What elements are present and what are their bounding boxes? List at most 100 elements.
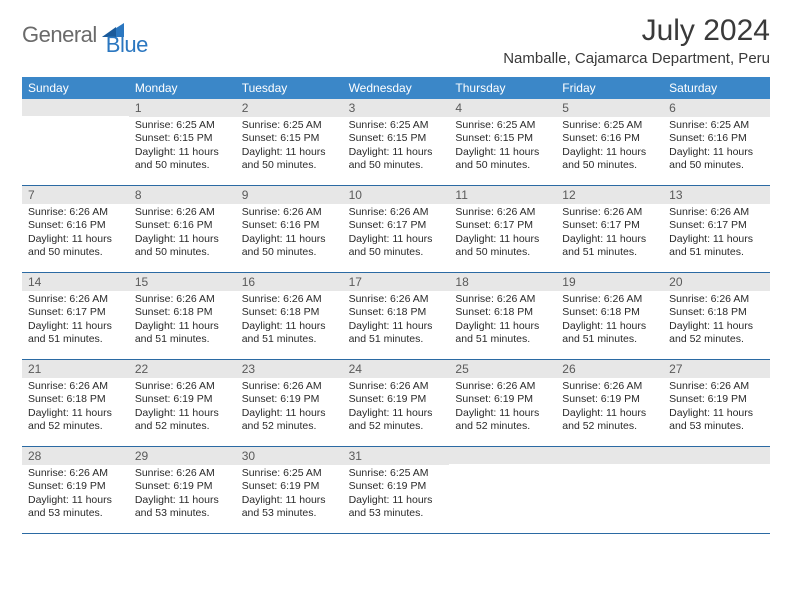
day-number: 24 bbox=[343, 360, 450, 378]
calendar-week-row: 7 Sunrise: 6:26 AMSunset: 6:16 PMDaylight… bbox=[22, 186, 770, 273]
day-details: Sunrise: 6:26 AMSunset: 6:19 PMDaylight:… bbox=[449, 378, 556, 439]
day-number: 11 bbox=[449, 186, 556, 204]
sunset-line: Sunset: 6:19 PM bbox=[455, 393, 550, 406]
day-number: 23 bbox=[236, 360, 343, 378]
day-details: Sunrise: 6:26 AMSunset: 6:18 PMDaylight:… bbox=[663, 291, 770, 352]
calendar-day-cell: 13Sunrise: 6:26 AMSunset: 6:17 PMDayligh… bbox=[663, 186, 770, 272]
calendar: SundayMondayTuesdayWednesdayThursdayFrid… bbox=[22, 77, 770, 534]
sunrise-line: Sunrise: 6:25 AM bbox=[242, 119, 337, 132]
day-number: 28 bbox=[22, 447, 129, 465]
sunrise-line: Sunrise: 6:26 AM bbox=[242, 293, 337, 306]
calendar-day-cell: 7Sunrise: 6:26 AMSunset: 6:16 PMDaylight… bbox=[22, 186, 129, 272]
day-details: Sunrise: 6:26 AMSunset: 6:19 PMDaylight:… bbox=[236, 378, 343, 439]
calendar-day-cell: 10Sunrise: 6:26 AMSunset: 6:17 PMDayligh… bbox=[343, 186, 450, 272]
day-details: Sunrise: 6:26 AMSunset: 6:17 PMDaylight:… bbox=[663, 204, 770, 265]
daylight-line: Daylight: 11 hours and 52 minutes. bbox=[562, 407, 657, 434]
day-details: Sunrise: 6:25 AMSunset: 6:19 PMDaylight:… bbox=[343, 465, 450, 526]
day-number bbox=[22, 99, 129, 116]
calendar-day-cell: 9Sunrise: 6:26 AMSunset: 6:16 PMDaylight… bbox=[236, 186, 343, 272]
calendar-day-cell bbox=[449, 447, 556, 533]
sunset-line: Sunset: 6:16 PM bbox=[669, 132, 764, 145]
day-number: 30 bbox=[236, 447, 343, 465]
calendar-day-cell: 8Sunrise: 6:26 AMSunset: 6:16 PMDaylight… bbox=[129, 186, 236, 272]
sunset-line: Sunset: 6:19 PM bbox=[242, 480, 337, 493]
calendar-day-cell bbox=[22, 99, 129, 185]
daylight-line: Daylight: 11 hours and 53 minutes. bbox=[28, 494, 123, 521]
day-number: 3 bbox=[343, 99, 450, 117]
sunset-line: Sunset: 6:17 PM bbox=[349, 219, 444, 232]
day-details: Sunrise: 6:26 AMSunset: 6:18 PMDaylight:… bbox=[556, 291, 663, 352]
calendar-body: 1Sunrise: 6:25 AMSunset: 6:15 PMDaylight… bbox=[22, 99, 770, 534]
day-details: Sunrise: 6:26 AMSunset: 6:18 PMDaylight:… bbox=[22, 378, 129, 439]
daylight-line: Daylight: 11 hours and 50 minutes. bbox=[562, 146, 657, 173]
day-details: Sunrise: 6:26 AMSunset: 6:16 PMDaylight:… bbox=[236, 204, 343, 265]
day-number: 4 bbox=[449, 99, 556, 117]
day-number: 10 bbox=[343, 186, 450, 204]
weekday-header: Monday bbox=[129, 77, 236, 99]
title-block: July 2024 Namballe, Cajamarca Department… bbox=[503, 14, 770, 67]
calendar-day-cell bbox=[663, 447, 770, 533]
weekday-header-row: SundayMondayTuesdayWednesdayThursdayFrid… bbox=[22, 77, 770, 99]
calendar-day-cell: 11Sunrise: 6:26 AMSunset: 6:17 PMDayligh… bbox=[449, 186, 556, 272]
sunset-line: Sunset: 6:17 PM bbox=[562, 219, 657, 232]
sunrise-line: Sunrise: 6:26 AM bbox=[135, 293, 230, 306]
sunset-line: Sunset: 6:19 PM bbox=[135, 393, 230, 406]
daylight-line: Daylight: 11 hours and 51 minutes. bbox=[242, 320, 337, 347]
calendar-day-cell: 3Sunrise: 6:25 AMSunset: 6:15 PMDaylight… bbox=[343, 99, 450, 185]
calendar-day-cell: 30Sunrise: 6:25 AMSunset: 6:19 PMDayligh… bbox=[236, 447, 343, 533]
sunset-line: Sunset: 6:18 PM bbox=[349, 306, 444, 319]
sunrise-line: Sunrise: 6:25 AM bbox=[349, 119, 444, 132]
sunrise-line: Sunrise: 6:26 AM bbox=[562, 293, 657, 306]
daylight-line: Daylight: 11 hours and 51 minutes. bbox=[669, 233, 764, 260]
day-number bbox=[663, 447, 770, 464]
day-details: Sunrise: 6:25 AMSunset: 6:15 PMDaylight:… bbox=[343, 117, 450, 178]
calendar-day-cell: 26Sunrise: 6:26 AMSunset: 6:19 PMDayligh… bbox=[556, 360, 663, 446]
sunset-line: Sunset: 6:18 PM bbox=[135, 306, 230, 319]
calendar-day-cell: 1Sunrise: 6:25 AMSunset: 6:15 PMDaylight… bbox=[129, 99, 236, 185]
daylight-line: Daylight: 11 hours and 52 minutes. bbox=[455, 407, 550, 434]
daylight-line: Daylight: 11 hours and 51 minutes. bbox=[135, 320, 230, 347]
calendar-day-cell: 5Sunrise: 6:25 AMSunset: 6:16 PMDaylight… bbox=[556, 99, 663, 185]
day-details: Sunrise: 6:26 AMSunset: 6:18 PMDaylight:… bbox=[449, 291, 556, 352]
daylight-line: Daylight: 11 hours and 50 minutes. bbox=[242, 233, 337, 260]
day-number: 13 bbox=[663, 186, 770, 204]
daylight-line: Daylight: 11 hours and 50 minutes. bbox=[28, 233, 123, 260]
sunset-line: Sunset: 6:15 PM bbox=[455, 132, 550, 145]
day-number: 29 bbox=[129, 447, 236, 465]
day-number: 16 bbox=[236, 273, 343, 291]
day-details: Sunrise: 6:25 AMSunset: 6:16 PMDaylight:… bbox=[663, 117, 770, 178]
day-number: 15 bbox=[129, 273, 236, 291]
weekday-header: Friday bbox=[556, 77, 663, 99]
sunrise-line: Sunrise: 6:26 AM bbox=[28, 293, 123, 306]
calendar-day-cell: 28Sunrise: 6:26 AMSunset: 6:19 PMDayligh… bbox=[22, 447, 129, 533]
daylight-line: Daylight: 11 hours and 51 minutes. bbox=[349, 320, 444, 347]
day-number: 31 bbox=[343, 447, 450, 465]
daylight-line: Daylight: 11 hours and 52 minutes. bbox=[242, 407, 337, 434]
sunrise-line: Sunrise: 6:26 AM bbox=[669, 293, 764, 306]
sunrise-line: Sunrise: 6:25 AM bbox=[455, 119, 550, 132]
sunset-line: Sunset: 6:19 PM bbox=[669, 393, 764, 406]
weekday-header: Sunday bbox=[22, 77, 129, 99]
daylight-line: Daylight: 11 hours and 52 minutes. bbox=[669, 320, 764, 347]
sunset-line: Sunset: 6:18 PM bbox=[28, 393, 123, 406]
sunset-line: Sunset: 6:19 PM bbox=[28, 480, 123, 493]
day-number: 14 bbox=[22, 273, 129, 291]
daylight-line: Daylight: 11 hours and 50 minutes. bbox=[135, 233, 230, 260]
calendar-day-cell: 22Sunrise: 6:26 AMSunset: 6:19 PMDayligh… bbox=[129, 360, 236, 446]
day-details: Sunrise: 6:26 AMSunset: 6:18 PMDaylight:… bbox=[343, 291, 450, 352]
day-number: 22 bbox=[129, 360, 236, 378]
day-number: 9 bbox=[236, 186, 343, 204]
daylight-line: Daylight: 11 hours and 50 minutes. bbox=[455, 233, 550, 260]
sunset-line: Sunset: 6:15 PM bbox=[135, 132, 230, 145]
day-number: 7 bbox=[22, 186, 129, 204]
weekday-header: Wednesday bbox=[343, 77, 450, 99]
day-details: Sunrise: 6:25 AMSunset: 6:15 PMDaylight:… bbox=[236, 117, 343, 178]
day-number: 25 bbox=[449, 360, 556, 378]
sunset-line: Sunset: 6:15 PM bbox=[242, 132, 337, 145]
sunset-line: Sunset: 6:18 PM bbox=[455, 306, 550, 319]
day-number: 12 bbox=[556, 186, 663, 204]
daylight-line: Daylight: 11 hours and 50 minutes. bbox=[135, 146, 230, 173]
calendar-day-cell: 4Sunrise: 6:25 AMSunset: 6:15 PMDaylight… bbox=[449, 99, 556, 185]
sunrise-line: Sunrise: 6:26 AM bbox=[242, 206, 337, 219]
day-details: Sunrise: 6:26 AMSunset: 6:17 PMDaylight:… bbox=[449, 204, 556, 265]
